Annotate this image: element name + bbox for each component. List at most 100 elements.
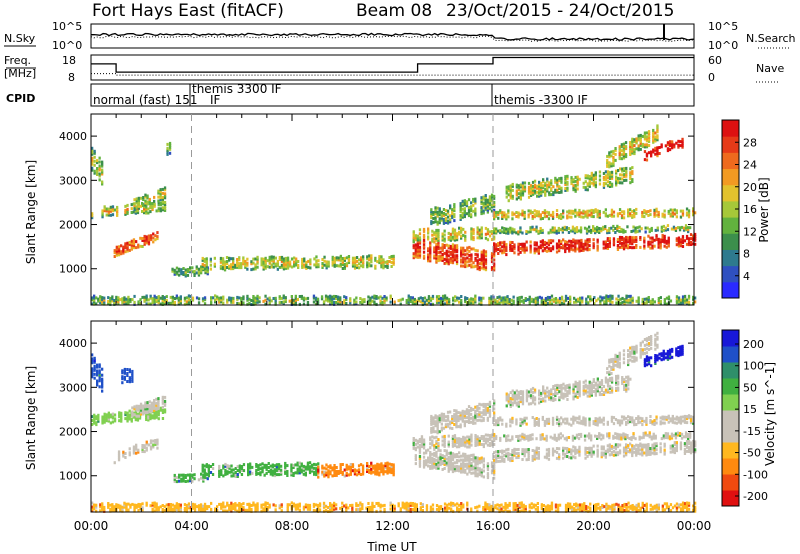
- echo-cell: [317, 265, 320, 269]
- echo-cell: [437, 236, 440, 240]
- echo-cell: [584, 239, 587, 243]
- echo-cell: [651, 300, 654, 304]
- echo-cell: [453, 436, 457, 440]
- echo-cell: [445, 449, 448, 453]
- echo-cell: [186, 479, 190, 483]
- echo-cell: [501, 249, 504, 253]
- echo-cell: [458, 469, 461, 473]
- echo-cell: [169, 295, 172, 299]
- echo-cell: [303, 263, 306, 267]
- echo-cell: [493, 242, 496, 246]
- echo-cell: [493, 470, 496, 474]
- echo-cell: [175, 296, 178, 300]
- echo-cell: [580, 211, 583, 215]
- echo-cell: [268, 257, 271, 261]
- echo-cell: [586, 238, 589, 242]
- echo-cell: [368, 465, 371, 468]
- echo-cell: [622, 237, 626, 241]
- echo-cell: [153, 300, 156, 304]
- echo-cell: [316, 297, 320, 301]
- echo-cell: [566, 210, 569, 214]
- echo-cell: [435, 301, 439, 305]
- echo-cell: [604, 244, 607, 248]
- echo-cell: [264, 266, 267, 270]
- echo-cell: [399, 298, 402, 302]
- echo-cell: [449, 467, 452, 471]
- echo-cell: [101, 211, 104, 215]
- echo-cell: [122, 245, 125, 249]
- echo-cell: [614, 443, 618, 447]
- echo-cell: [463, 215, 466, 219]
- echo-cell: [523, 244, 526, 248]
- echo-cell: [101, 381, 104, 385]
- echo-cell: [555, 244, 559, 248]
- echo-cell: [168, 151, 172, 155]
- echo-cell: [144, 411, 147, 415]
- echo-cell: [464, 454, 467, 458]
- echo-cell: [359, 300, 362, 304]
- echo-cell: [193, 274, 196, 277]
- echo-cell: [146, 202, 149, 206]
- echo-cell: [442, 416, 446, 420]
- echo-cell: [98, 168, 101, 172]
- echo-cell: [310, 467, 314, 471]
- echo-cell: [339, 298, 342, 302]
- echo-cell: [677, 300, 681, 304]
- echo-cell: [427, 464, 430, 468]
- echo-cell: [612, 228, 615, 232]
- echo-cell: [451, 427, 454, 430]
- echo-cell: [590, 208, 593, 212]
- echo-cell: [132, 240, 136, 244]
- echo-cell: [484, 403, 487, 406]
- echo-cell: [302, 296, 306, 300]
- echo-cell: [586, 174, 589, 178]
- echo-cell: [474, 300, 477, 304]
- echo-cell: [103, 302, 106, 306]
- echo-cell: [623, 169, 626, 173]
- echo-cell: [653, 210, 656, 214]
- echo-cell: [97, 419, 100, 423]
- echo-cell: [266, 297, 269, 301]
- echo-cell: [126, 211, 129, 215]
- echo-cell: [694, 300, 697, 304]
- echo-cell: [308, 465, 312, 469]
- echo-cell: [269, 464, 272, 468]
- echo-cell: [443, 455, 446, 459]
- echo-cell: [480, 456, 483, 460]
- echo-cell: [618, 239, 622, 243]
- echo-cell: [478, 418, 481, 422]
- echo-cell: [362, 263, 365, 267]
- echo-cell: [443, 257, 446, 261]
- nsky-label: N.Sky: [4, 32, 36, 45]
- echo-cell: [135, 240, 138, 244]
- echo-cell: [464, 456, 467, 460]
- echo-cell: [476, 228, 479, 232]
- echo-cell: [687, 448, 691, 451]
- echo-cell: [499, 249, 502, 253]
- echo-cell: [349, 465, 352, 468]
- echo-cell: [683, 294, 687, 298]
- echo-cell: [493, 229, 496, 233]
- echo-cell: [649, 246, 652, 250]
- echo-cell: [137, 448, 140, 452]
- echo-cell: [645, 145, 649, 149]
- echo-cell: [658, 152, 661, 155]
- echo-cell: [143, 238, 146, 242]
- echo-cell: [521, 193, 525, 197]
- echo-cell: [184, 272, 187, 276]
- echo-cell: [368, 256, 371, 260]
- echo-cell: [271, 471, 274, 475]
- echo-cell: [647, 136, 651, 139]
- echo-cell: [238, 264, 241, 268]
- echo-cell: [308, 467, 312, 471]
- echo-cell: [620, 143, 623, 147]
- echo-cell: [600, 445, 603, 449]
- echo-cell: [647, 445, 650, 448]
- echo-cell: [517, 232, 520, 236]
- echo-cell: [161, 401, 164, 405]
- echo-cell: [460, 470, 463, 474]
- echo-cell: [459, 425, 462, 429]
- echo-cell: [101, 209, 104, 213]
- echo-cell: [508, 300, 511, 303]
- echo-cell: [451, 231, 455, 235]
